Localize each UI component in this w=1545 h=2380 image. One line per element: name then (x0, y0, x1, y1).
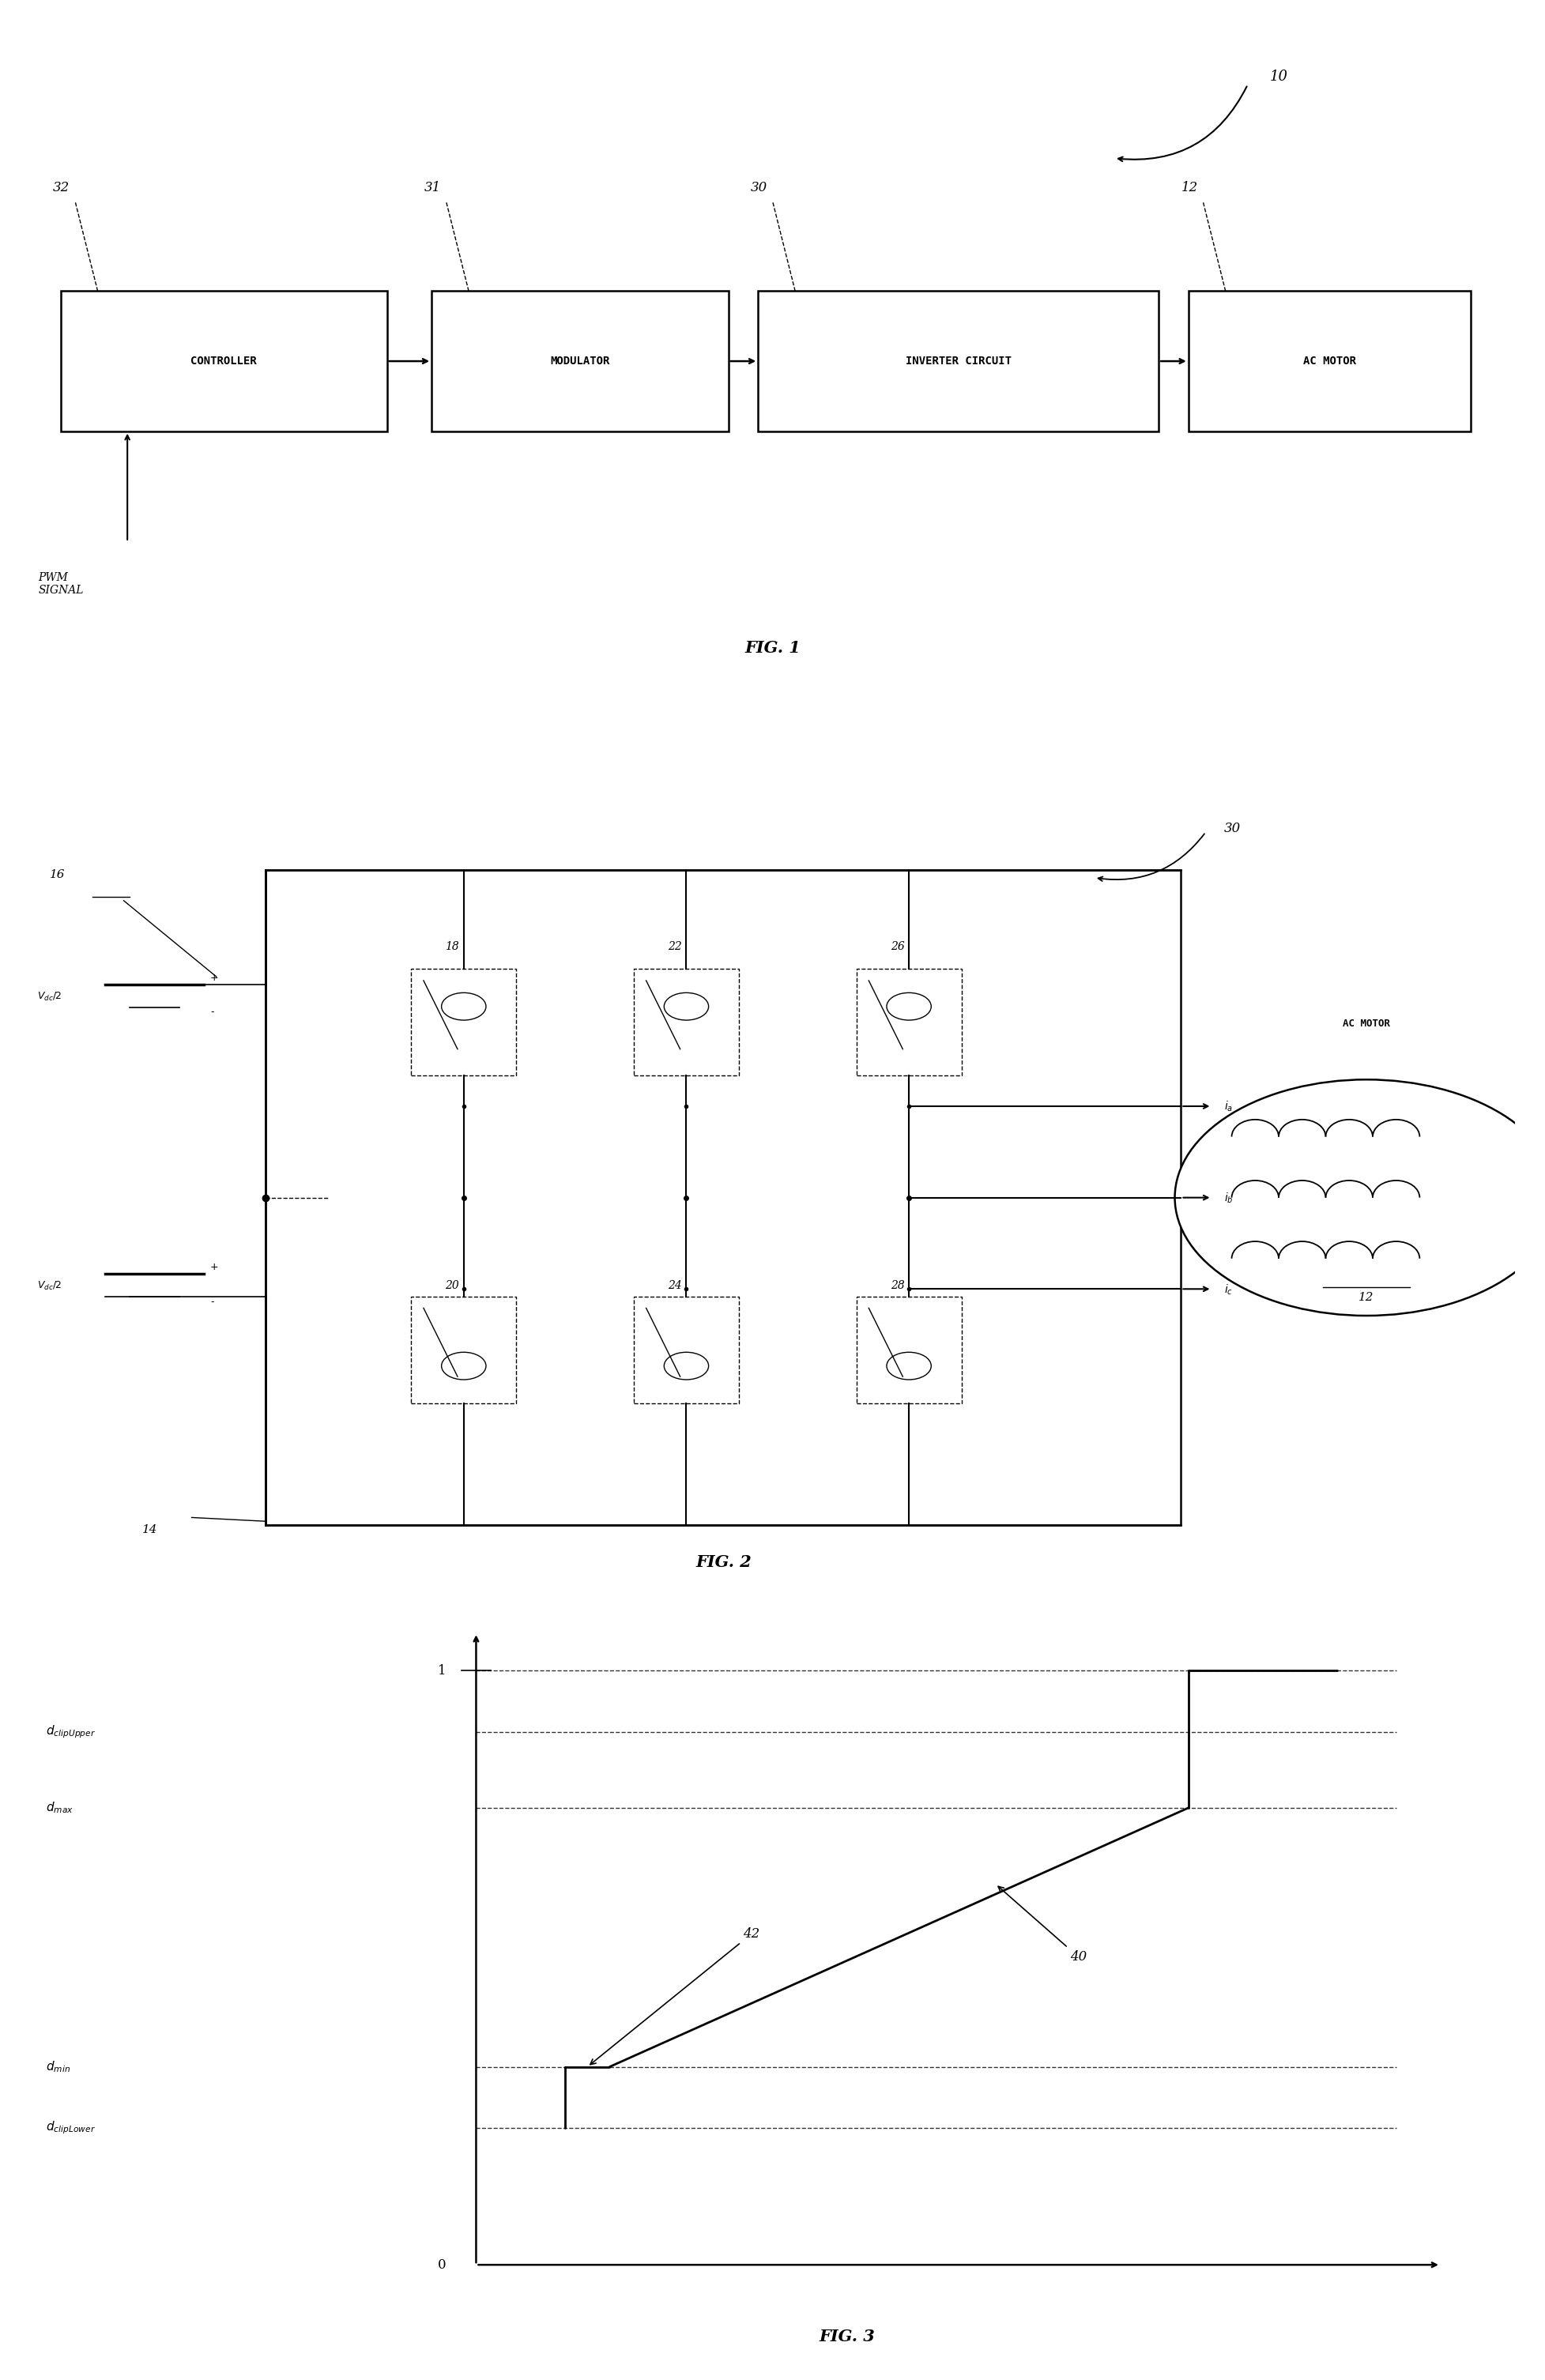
Text: 28: 28 (890, 1280, 904, 1292)
Bar (856, 969, 961, 1076)
Text: FIG. 3: FIG. 3 (819, 2328, 874, 2344)
Text: INVERTER CIRCUIT: INVERTER CIRCUIT (905, 355, 1010, 367)
Circle shape (1174, 1081, 1545, 1316)
Text: $i_b$: $i_b$ (1224, 1190, 1233, 1204)
Text: 22: 22 (667, 942, 681, 952)
Bar (1188, 290, 1469, 431)
Text: $i_c$: $i_c$ (1224, 1283, 1233, 1297)
Bar (633, 1297, 739, 1404)
Text: FIG. 2: FIG. 2 (695, 1554, 751, 1571)
Text: 42: 42 (590, 1928, 760, 2063)
Text: CONTROLLER: CONTROLLER (190, 355, 256, 367)
Text: 18: 18 (445, 942, 459, 952)
Text: $d_{max}$: $d_{max}$ (46, 1799, 73, 1816)
Text: $i_a$: $i_a$ (1224, 1100, 1233, 1114)
Text: 1: 1 (437, 1664, 447, 1678)
Circle shape (664, 992, 708, 1021)
Text: MODULATOR: MODULATOR (550, 355, 609, 367)
Text: -: - (210, 1297, 213, 1307)
Text: 10: 10 (1270, 69, 1287, 83)
Circle shape (442, 1352, 485, 1380)
Text: 26: 26 (890, 942, 904, 952)
Text: 0: 0 (437, 2259, 447, 2271)
Text: +: + (210, 973, 218, 983)
Bar (633, 969, 739, 1076)
Text: 16: 16 (49, 869, 65, 881)
Text: 20: 20 (445, 1280, 459, 1292)
Bar (266, 871, 1180, 1526)
Text: 12: 12 (1180, 181, 1197, 195)
Text: +: + (210, 1261, 218, 1273)
Circle shape (887, 992, 930, 1021)
Circle shape (442, 992, 485, 1021)
Bar (431, 290, 728, 431)
Circle shape (887, 1352, 930, 1380)
Text: AC MOTOR: AC MOTOR (1302, 355, 1355, 367)
Text: 24: 24 (667, 1280, 681, 1292)
Text: -: - (210, 1007, 213, 1016)
Bar (757, 290, 1159, 431)
Text: 31: 31 (423, 181, 440, 195)
Text: 40: 40 (998, 1887, 1086, 1963)
Bar (411, 1297, 516, 1404)
Text: PWM
SIGNAL: PWM SIGNAL (39, 571, 83, 595)
Bar (60, 290, 386, 431)
Text: $V_{dc}/2$: $V_{dc}/2$ (37, 990, 62, 1002)
Bar (411, 969, 516, 1076)
Text: $d_{min}$: $d_{min}$ (46, 2059, 70, 2075)
Text: 14: 14 (142, 1523, 158, 1535)
Text: AC MOTOR: AC MOTOR (1343, 1019, 1389, 1028)
Text: $V_{dc}/2$: $V_{dc}/2$ (37, 1280, 62, 1292)
Text: 30: 30 (751, 181, 766, 195)
Text: 30: 30 (1224, 821, 1241, 835)
Bar (856, 1297, 961, 1404)
Text: $d_{clipUpper}$: $d_{clipUpper}$ (46, 1723, 96, 1740)
Text: 32: 32 (53, 181, 70, 195)
Text: $d_{clipLower}$: $d_{clipLower}$ (46, 2121, 96, 2135)
Text: 12: 12 (1358, 1292, 1374, 1302)
Circle shape (664, 1352, 708, 1380)
Text: FIG. 1: FIG. 1 (745, 640, 800, 657)
